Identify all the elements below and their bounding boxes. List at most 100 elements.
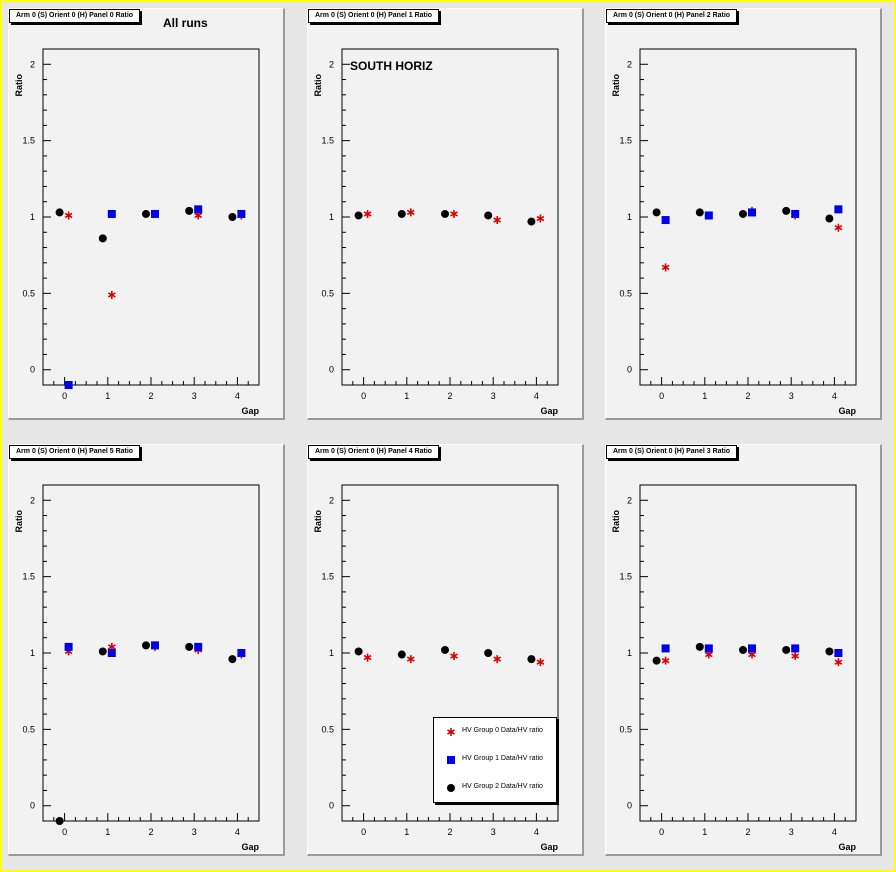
data-point-square (748, 644, 756, 653)
plot-frame (639, 48, 857, 386)
data-point-circle (527, 655, 536, 664)
y-tick-label: 2 (627, 495, 632, 505)
legend: HV Group 0 Data/HV ratio HV Group 1 Data… (433, 717, 557, 803)
x-tick-label: 0 (361, 391, 366, 401)
x-axis-label: Gap (838, 406, 856, 416)
y-tick-label: 1.5 (22, 136, 35, 146)
data-point-circle (185, 206, 194, 215)
data-point-circle (397, 209, 406, 218)
y-tick-label: 0 (329, 365, 334, 375)
pad-title: Arm 0 (S) Orient 0 (H) Panel 3 Ratio (606, 445, 738, 459)
legend-entry: HV Group 0 Data/HV ratio (442, 724, 560, 740)
data-point-circle (142, 209, 150, 218)
y-tick-label: 0 (30, 365, 35, 375)
data-point-circle (825, 214, 834, 223)
data-point-square (151, 641, 159, 650)
x-tick-label: 2 (148, 827, 153, 837)
data-point-circle (739, 645, 747, 654)
data-point-circle (98, 234, 107, 243)
legend-label: HV Group 0 Data/HV ratio (462, 727, 543, 734)
data-point-circle (782, 645, 791, 654)
data-point-star (536, 658, 545, 667)
x-axis-label: Gap (540, 406, 558, 416)
plot-frame (341, 48, 559, 386)
data-point-circle (98, 647, 107, 656)
annotation-south-horiz: SOUTH HORIZ (350, 59, 433, 73)
data-point-star (661, 656, 670, 665)
x-tick-label: 1 (702, 391, 707, 401)
pad-title: Arm 0 (S) Orient 0 (H) Panel 2 Ratio (606, 9, 738, 23)
y-tick-label: 1 (627, 648, 632, 658)
x-tick-label: 2 (745, 827, 750, 837)
data-point-square (834, 205, 843, 214)
x-tick-label: 3 (789, 391, 794, 401)
x-tick-label: 4 (235, 391, 240, 401)
y-axis-label: Ratio (14, 509, 24, 532)
data-point-square (704, 644, 713, 653)
x-tick-label: 2 (745, 391, 750, 401)
y-axis-label: Ratio (611, 509, 621, 532)
data-point-square (237, 209, 246, 218)
x-tick-label: 4 (534, 827, 539, 837)
y-tick-label: 0.5 (619, 724, 632, 734)
data-point-square (107, 209, 116, 218)
data-point-square (237, 649, 246, 657)
data-point-circle (142, 641, 150, 650)
plot-frame (639, 484, 857, 822)
x-tick-label: 1 (105, 827, 110, 837)
data-point-circle (55, 817, 64, 825)
legend-entry: HV Group 1 Data/HV ratio (442, 752, 560, 768)
data-point-star (493, 655, 502, 664)
data-point-square (791, 209, 800, 218)
y-tick-label: 1 (329, 648, 334, 658)
x-tick-label: 0 (361, 827, 366, 837)
y-axis-label: Ratio (611, 73, 621, 96)
y-axis-label: Ratio (313, 73, 323, 96)
x-tick-label: 1 (404, 827, 409, 837)
x-tick-label: 1 (105, 391, 110, 401)
data-point-star (107, 290, 116, 299)
data-point-circle (441, 645, 449, 654)
data-point-square (194, 205, 203, 214)
data-point-circle (354, 647, 363, 656)
y-tick-label: 1.5 (321, 572, 334, 582)
data-point-star (791, 652, 800, 661)
data-point-star (450, 652, 458, 661)
data-point-square (704, 211, 713, 220)
y-tick-label: 1.5 (619, 572, 632, 582)
pad-title: Arm 0 (S) Orient 0 (H) Panel 5 Ratio (9, 445, 141, 459)
data-point-circle (484, 211, 493, 220)
circle-marker-icon (447, 784, 455, 792)
x-tick-label: 0 (659, 391, 664, 401)
data-point-square (748, 208, 756, 217)
x-tick-label: 4 (534, 391, 539, 401)
data-point-circle (441, 209, 449, 218)
data-point-star (406, 655, 415, 664)
pad-title: Arm 0 (S) Orient 0 (H) Panel 1 Ratio (308, 9, 440, 23)
legend-entry: HV Group 2 Data/HV ratio (442, 780, 560, 796)
data-point-circle (228, 213, 237, 221)
y-tick-label: 2 (30, 59, 35, 69)
y-tick-label: 0.5 (321, 288, 334, 298)
y-tick-label: 1.5 (321, 136, 334, 146)
data-point-star (536, 214, 545, 223)
y-tick-label: 1.5 (22, 572, 35, 582)
data-point-square (151, 209, 159, 218)
x-tick-label: 3 (491, 391, 496, 401)
data-point-square (661, 644, 670, 653)
y-tick-label: 1 (329, 212, 334, 222)
data-point-star (493, 216, 502, 225)
data-point-square (194, 642, 203, 651)
legend-label: HV Group 2 Data/HV ratio (462, 783, 543, 790)
y-tick-label: 1.5 (619, 136, 632, 146)
data-point-star (363, 209, 372, 218)
data-point-square (64, 642, 73, 651)
pad-title: Arm 0 (S) Orient 0 (H) Panel 4 Ratio (308, 445, 440, 459)
data-point-star (363, 653, 372, 662)
x-axis-label: Gap (241, 842, 259, 852)
x-tick-label: 1 (702, 827, 707, 837)
data-point-circle (652, 656, 661, 665)
y-axis-label: Ratio (14, 73, 24, 96)
x-tick-label: 3 (789, 827, 794, 837)
